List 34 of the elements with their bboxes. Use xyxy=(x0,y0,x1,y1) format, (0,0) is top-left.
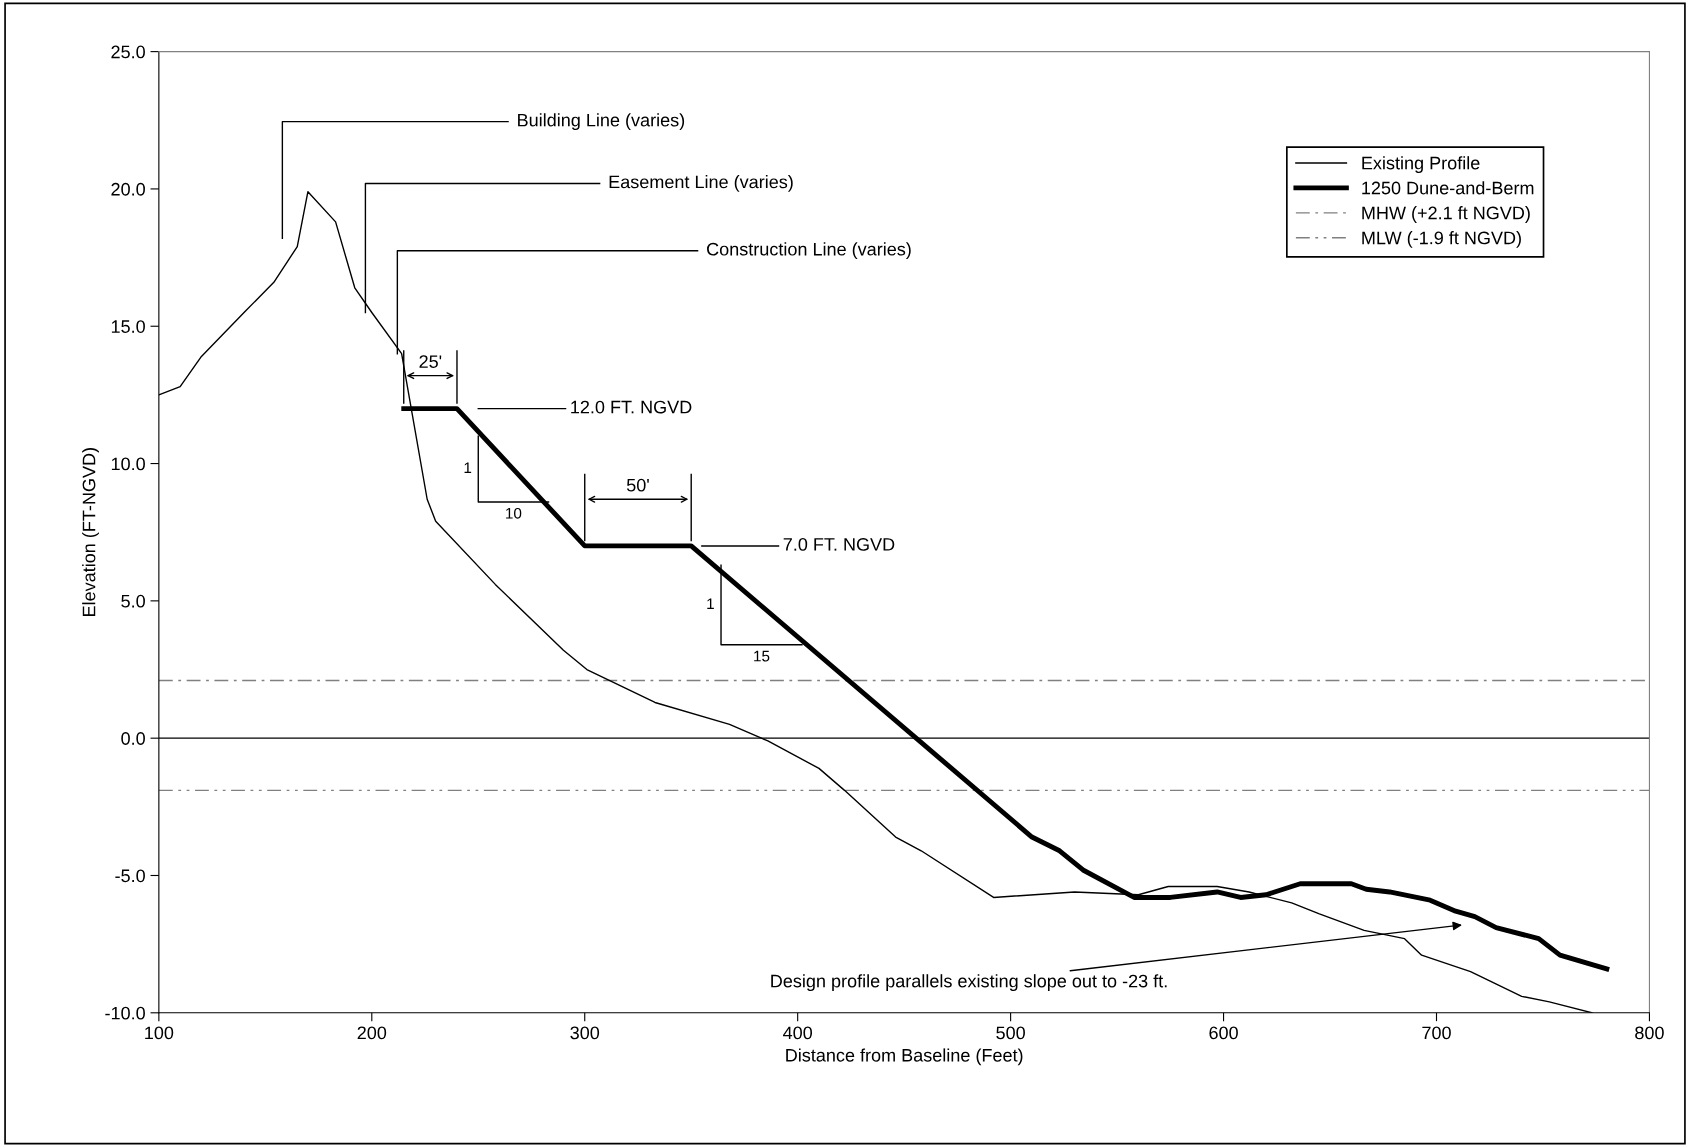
x-tick-label: 600 xyxy=(1209,1026,1238,1040)
annotation: Construction Line (varies) xyxy=(707,242,911,260)
annotation: 50' xyxy=(626,478,649,492)
annotation: 10 xyxy=(506,507,522,519)
x-tick-label: 100 xyxy=(145,1026,174,1040)
y-tick-label: 15.0 xyxy=(111,320,145,333)
legend-label: MLW (-1.9 ft NGVD) xyxy=(1362,231,1521,248)
annotation: Easement Line (varies) xyxy=(609,175,793,192)
y-tick-label: -10.0 xyxy=(105,1006,145,1020)
x-tick-label: 400 xyxy=(783,1026,813,1040)
x-tick-label: 300 xyxy=(570,1026,600,1040)
annotation: 15 xyxy=(754,650,770,662)
annotation: 1 xyxy=(707,598,714,609)
y-axis-title: Elevation (FT-NGVD) xyxy=(82,448,99,616)
y-tick-label: 10.0 xyxy=(111,457,145,471)
y-tick-label: 0.0 xyxy=(121,732,145,745)
x-tick-label: 200 xyxy=(357,1026,387,1040)
annotation: 7.0 FT. NGVD xyxy=(783,538,895,551)
y-tick-label: -5.0 xyxy=(115,869,145,883)
y-tick-label: 5.0 xyxy=(121,594,145,608)
legend-label: 1250 Dune-and-Berm xyxy=(1362,181,1534,195)
legend-label: MHW (+2.1 ft NGVD) xyxy=(1362,206,1530,223)
y-tick-label: 20.0 xyxy=(111,182,145,196)
legend-label: Existing Profile xyxy=(1362,156,1480,174)
annotation: 12.0 FT. NGVD xyxy=(571,400,692,414)
annotation: 25' xyxy=(419,355,442,368)
x-tick-label: 800 xyxy=(1635,1026,1664,1040)
x-axis-title: Distance from Baseline (Feet) xyxy=(786,1048,1023,1066)
annotation: Design profile parallels existing slope out to -23 ft. xyxy=(771,974,1167,992)
x-tick-label: 700 xyxy=(1422,1026,1451,1040)
annotation: Building Line (varies) xyxy=(518,113,685,131)
annotation: 1 xyxy=(464,462,472,473)
x-tick-label: 500 xyxy=(996,1026,1025,1040)
y-tick-label: 25.0 xyxy=(111,45,145,59)
